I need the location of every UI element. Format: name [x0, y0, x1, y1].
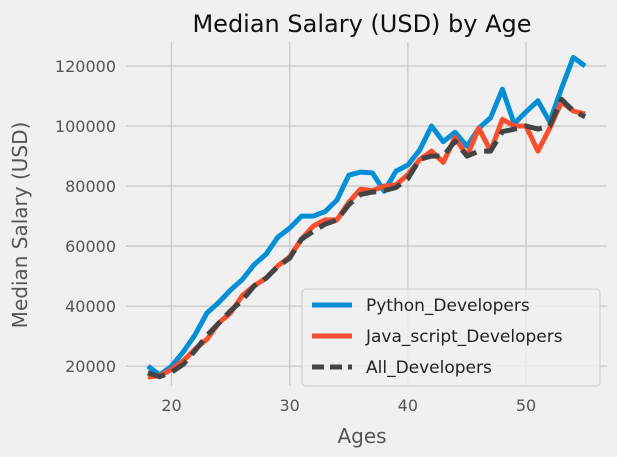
y-tick-label: 120000	[55, 57, 116, 76]
x-axis-label: Ages	[337, 424, 386, 448]
x-tick-label: 30	[280, 396, 300, 415]
series-line-java-script-developers	[147, 99, 586, 380]
series-line-python-developers	[146, 54, 587, 378]
x-tick-label: 40	[398, 396, 418, 415]
y-tick-label: 60000	[65, 237, 116, 256]
legend: Python_Developers Java_script_Developers A…	[301, 288, 601, 387]
x-tick-label: 20	[161, 396, 181, 415]
series-line-all-developers	[147, 96, 587, 380]
y-tick-label: 40000	[65, 297, 116, 316]
y-axis-label: Median Salary (USD)	[8, 122, 32, 329]
x-tick-label: 50	[516, 396, 536, 415]
series-lines	[146, 54, 587, 380]
y-tick-label: 20000	[65, 357, 116, 376]
tick-labels: 20 30 40 50 20000 40000 60000 80000 100000 120000	[55, 57, 536, 415]
y-tick-label: 80000	[65, 177, 116, 196]
legend-label: Java_script_Developers	[365, 327, 563, 347]
legend-box	[301, 288, 601, 387]
y-tick-label: 100000	[55, 117, 116, 136]
legend-label: All_Developers	[366, 358, 492, 378]
legend-label: Python_Developers	[366, 296, 530, 316]
chart-title: Median Salary (USD) by Age	[192, 10, 531, 38]
